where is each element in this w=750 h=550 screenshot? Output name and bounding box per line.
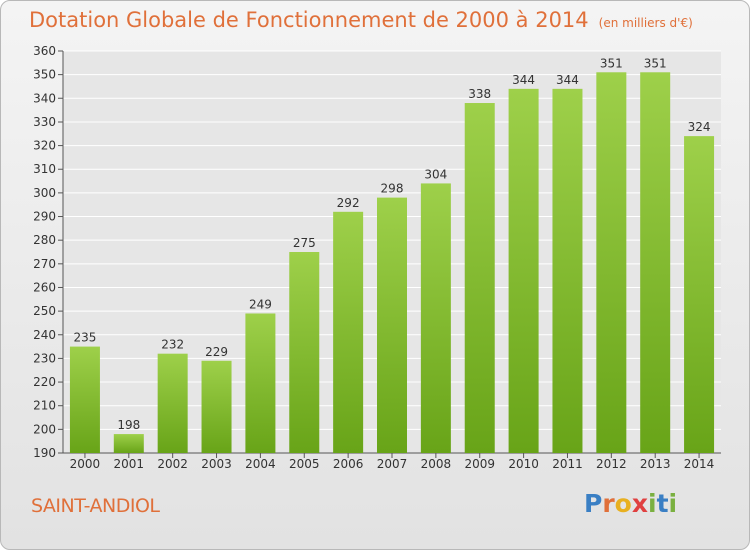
y-tick-label: 320 xyxy=(33,139,56,153)
bar-value-label: 292 xyxy=(337,196,360,210)
bar xyxy=(640,72,671,454)
y-tick-label: 220 xyxy=(33,375,56,389)
chart-title: Dotation Globale de Fonctionnement de 20… xyxy=(29,8,589,32)
logo-letter: t xyxy=(656,489,669,518)
y-tick-label: 190 xyxy=(33,446,56,460)
bar-value-label: 344 xyxy=(556,73,579,87)
y-tick-label: 310 xyxy=(33,162,56,176)
bar-value-label: 304 xyxy=(424,167,447,181)
y-tick-label: 290 xyxy=(33,210,56,224)
x-tick-label: 2009 xyxy=(464,457,495,471)
bar xyxy=(69,346,100,453)
x-tick-label: 2000 xyxy=(70,457,101,471)
bar xyxy=(245,313,276,453)
y-tick-label: 360 xyxy=(33,44,56,58)
y-tick-label: 230 xyxy=(33,351,56,365)
x-tick-label: 2001 xyxy=(114,457,145,471)
bar-value-label: 229 xyxy=(205,345,228,359)
y-tick-label: 210 xyxy=(33,399,56,413)
x-tick-label: 2004 xyxy=(245,457,276,471)
bar xyxy=(333,211,364,453)
bar xyxy=(420,183,451,453)
proxiti-logo: Proxiti xyxy=(584,489,677,518)
bar xyxy=(596,72,627,454)
y-tick-label: 260 xyxy=(33,280,56,294)
y-tick-label: 340 xyxy=(33,91,56,105)
bar-value-label: 338 xyxy=(468,87,491,101)
bar-value-label: 235 xyxy=(73,331,96,345)
y-tick-label: 350 xyxy=(33,68,56,82)
y-tick-label: 250 xyxy=(33,304,56,318)
bar xyxy=(508,88,539,453)
x-tick-label: 2013 xyxy=(640,457,671,471)
bar xyxy=(201,360,232,453)
commune-name: SAINT-ANDIOL xyxy=(31,495,160,517)
y-tick-label: 240 xyxy=(33,328,56,342)
logo-letter: i xyxy=(668,489,678,518)
bar-value-label: 249 xyxy=(249,297,272,311)
chart-subtitle: (en milliers d'€) xyxy=(598,16,693,30)
x-tick-label: 2008 xyxy=(421,457,452,471)
x-tick-label: 2011 xyxy=(552,457,583,471)
chart-title-block: Dotation Globale de Fonctionnement de 20… xyxy=(29,8,693,32)
bar-value-label: 351 xyxy=(644,56,667,70)
bar-value-label: 298 xyxy=(381,182,404,196)
logo-letter: o xyxy=(614,489,632,518)
bar-value-label: 198 xyxy=(117,418,140,432)
bar xyxy=(377,197,407,453)
x-tick-label: 2012 xyxy=(596,457,627,471)
x-tick-label: 2014 xyxy=(684,457,715,471)
logo-letter: P xyxy=(584,489,603,518)
bar xyxy=(684,136,715,454)
bar-value-label: 232 xyxy=(161,338,184,352)
y-tick-label: 270 xyxy=(33,257,56,271)
x-tick-label: 2006 xyxy=(333,457,364,471)
bar-value-label: 324 xyxy=(688,120,711,134)
bar xyxy=(289,252,320,453)
y-tick-label: 280 xyxy=(33,233,56,247)
bar xyxy=(552,88,583,453)
bar xyxy=(157,353,188,453)
bar xyxy=(113,434,144,453)
y-tick-label: 200 xyxy=(33,422,56,436)
bar-value-label: 344 xyxy=(512,73,535,87)
x-tick-label: 2010 xyxy=(508,457,539,471)
x-tick-label: 2007 xyxy=(377,457,408,471)
x-tick-label: 2002 xyxy=(157,457,188,471)
logo-letter: i xyxy=(648,489,657,518)
x-tick-label: 2005 xyxy=(289,457,320,471)
logo-letter: x xyxy=(631,489,648,518)
bar-value-label: 275 xyxy=(293,236,316,250)
y-tick-label: 330 xyxy=(33,115,56,129)
logo-letter: r xyxy=(602,489,615,518)
bar-value-label: 351 xyxy=(600,56,623,70)
bar xyxy=(464,103,495,453)
x-tick-label: 2003 xyxy=(201,457,232,471)
y-tick-label: 300 xyxy=(33,186,56,200)
